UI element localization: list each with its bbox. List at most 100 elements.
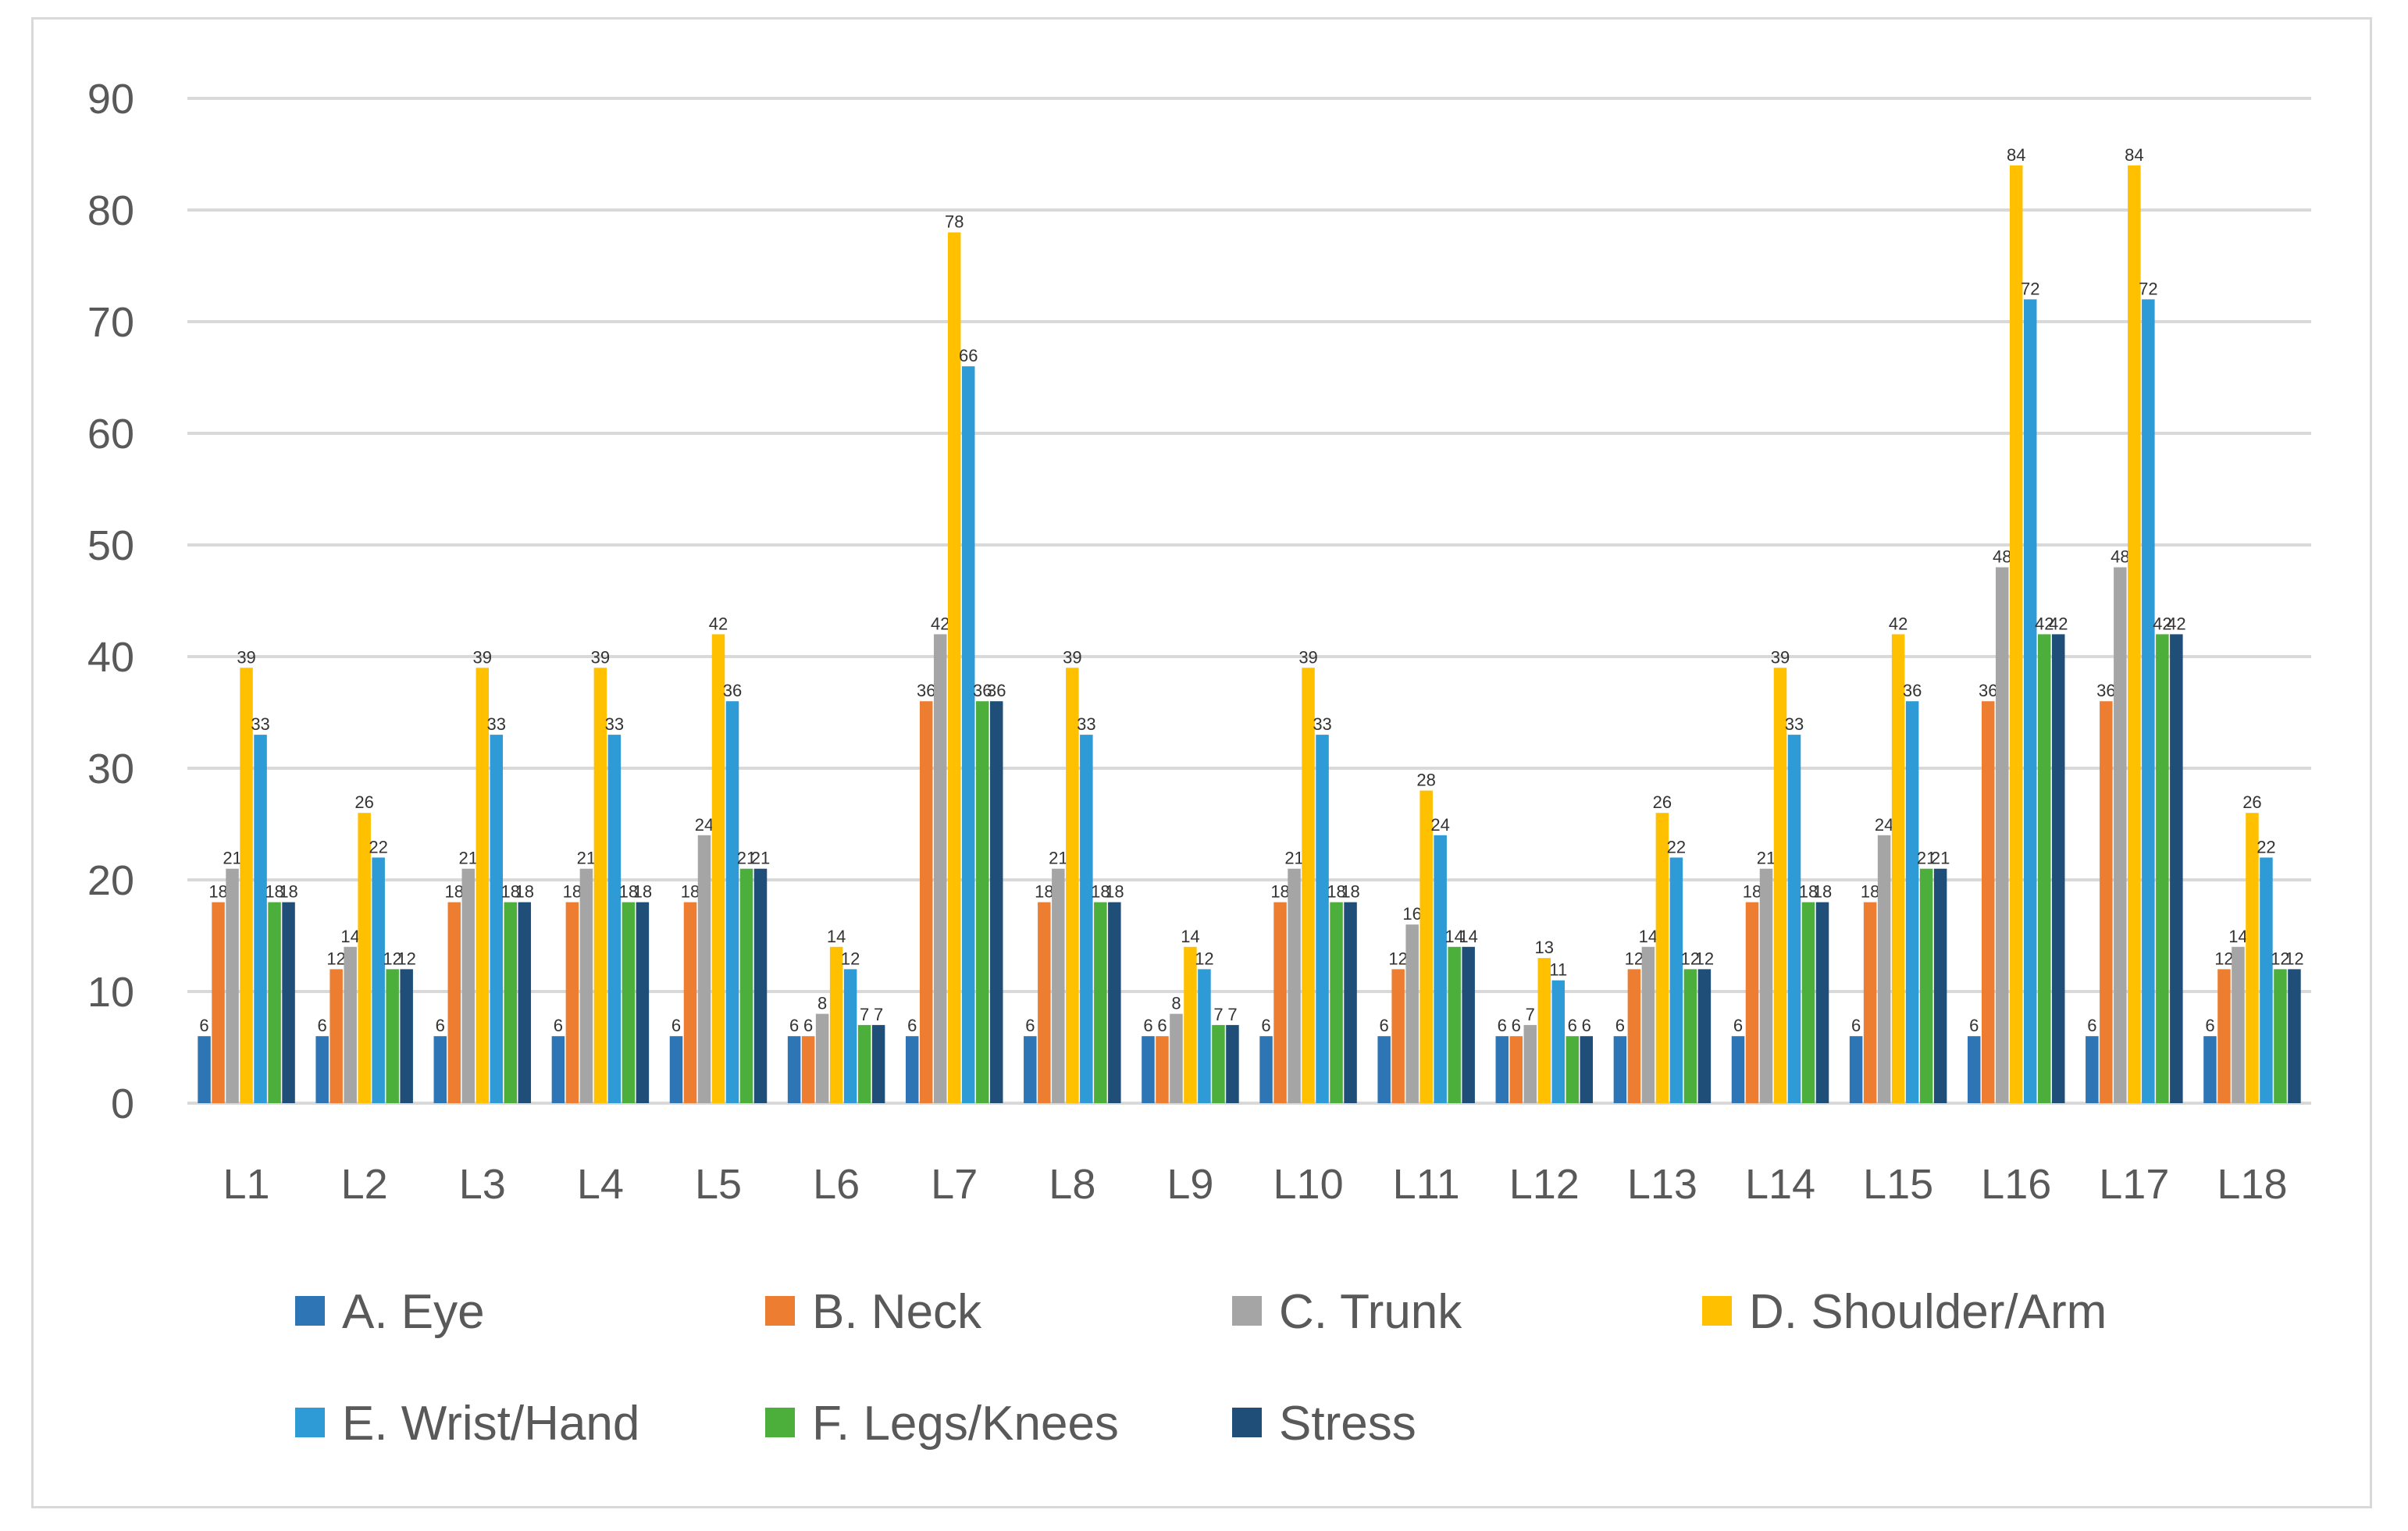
- bar: [2260, 857, 2273, 1103]
- bar-value-label: 18: [265, 882, 283, 902]
- bar: [857, 1024, 871, 1103]
- bar-value-label: 26: [1653, 792, 1672, 812]
- bar-value-label: 18: [563, 882, 582, 902]
- y-tick-label: 80: [87, 187, 134, 234]
- bar-value-label: 7: [1526, 1005, 1535, 1024]
- x-tick-label: L3: [459, 1161, 506, 1208]
- x-tick-label: L13: [1627, 1161, 1697, 1208]
- bar: [2114, 567, 2127, 1103]
- bar: [607, 735, 622, 1103]
- bar-value-label: 6: [1498, 1016, 1507, 1035]
- x-tick-label: L7: [931, 1161, 978, 1208]
- bar-value-label: 42: [2167, 614, 2185, 633]
- x-tick-label: L5: [695, 1161, 742, 1208]
- bar-value-label: 42: [709, 614, 728, 633]
- x-tick-label: L17: [2099, 1161, 2169, 1208]
- x-axis-ticks: L1 L2 L3 L4 L5 L6 L7 L8 L9 L10 L11 L12 L13 L14 L15 L16 L…: [223, 1161, 2288, 1208]
- bar: [2288, 969, 2301, 1103]
- bar-value-label: 72: [2139, 279, 2157, 298]
- bar: [1316, 735, 1329, 1103]
- bar-value-label: 18: [1270, 882, 1289, 902]
- bar: [1377, 1036, 1391, 1103]
- bar: [1537, 958, 1551, 1103]
- bar: [386, 969, 399, 1103]
- bar-value-label: 6: [1969, 1016, 1979, 1035]
- bar: [1627, 969, 1641, 1103]
- bar-value-label: 21: [1284, 849, 1303, 868]
- bar-value-label: 14: [1181, 927, 1199, 946]
- bar: [372, 857, 385, 1103]
- bar: [1156, 1036, 1169, 1103]
- bar-value-label: 24: [1430, 815, 1449, 835]
- bar-value-label: 12: [2214, 949, 2233, 968]
- legend-swatch: [1232, 1296, 1262, 1326]
- bar: [2246, 813, 2259, 1103]
- bar-value-label: 12: [1695, 949, 1714, 968]
- bar-value-label: 21: [577, 849, 596, 868]
- bar: [2128, 165, 2141, 1103]
- legend-swatch: [295, 1296, 325, 1326]
- bar-value-label: 36: [987, 681, 1006, 700]
- bar-value-label: 6: [554, 1016, 563, 1035]
- bar: [1391, 969, 1405, 1103]
- bar-value-label: 6: [199, 1016, 208, 1035]
- bar: [1302, 668, 1315, 1103]
- bar-value-label: 18: [1813, 882, 1832, 902]
- bar: [829, 946, 843, 1103]
- bar-value-label: 36: [973, 681, 992, 700]
- bar: [1933, 868, 1947, 1103]
- bar-value-label: 12: [1681, 949, 1700, 968]
- bar-value-label: 39: [237, 647, 255, 667]
- bar-value-label: 14: [340, 927, 359, 946]
- bar: [1330, 902, 1343, 1103]
- bar-value-label: 11: [1549, 960, 1567, 980]
- bar: [1815, 902, 1829, 1103]
- y-tick-label: 50: [87, 522, 134, 569]
- bar: [1863, 902, 1877, 1103]
- bar: [1184, 946, 1197, 1103]
- bar: [1731, 1036, 1745, 1103]
- bar: [1066, 668, 1079, 1103]
- bar: [268, 902, 281, 1103]
- bar-value-label: 33: [605, 714, 624, 734]
- bar-value-label: 12: [1195, 949, 1213, 968]
- bar-value-label: 33: [1077, 714, 1095, 734]
- bar: [476, 668, 490, 1103]
- y-tick-label: 40: [87, 634, 134, 681]
- bar-value-label: 6: [2205, 1016, 2214, 1035]
- bar: [2170, 634, 2183, 1103]
- bar: [1434, 835, 1447, 1103]
- bar-value-label: 36: [2096, 681, 2115, 700]
- bar: [1344, 902, 1357, 1103]
- bar: [815, 1013, 829, 1103]
- bar: [579, 868, 593, 1103]
- bar: [2232, 946, 2245, 1103]
- bar: [565, 902, 579, 1103]
- bar: [518, 902, 532, 1103]
- bar: [358, 813, 371, 1103]
- bar: [871, 1024, 885, 1103]
- bar: [1038, 902, 1051, 1103]
- bar: [2023, 299, 2037, 1103]
- bar-value-label: 12: [1625, 949, 1644, 968]
- bar: [1759, 868, 1773, 1103]
- bar-value-label: 18: [279, 882, 297, 902]
- bar: [1566, 1036, 1580, 1103]
- bar-value-label: 12: [397, 949, 415, 968]
- bar: [1170, 1013, 1183, 1103]
- x-tick-label: L4: [577, 1161, 624, 1208]
- bar: [1655, 813, 1669, 1103]
- legend-swatch: [1702, 1296, 1732, 1326]
- bar: [551, 1036, 565, 1103]
- bar: [1919, 868, 1933, 1103]
- bar-value-label: 18: [1799, 882, 1818, 902]
- bar: [1641, 946, 1655, 1103]
- bar-value-label: 12: [1388, 949, 1407, 968]
- bar-value-label: 16: [1402, 904, 1421, 924]
- bar-value-label: 18: [1861, 882, 1879, 902]
- bar: [1094, 902, 1107, 1103]
- bar: [2086, 1036, 2099, 1103]
- bar: [212, 902, 225, 1103]
- bar: [1891, 634, 1905, 1103]
